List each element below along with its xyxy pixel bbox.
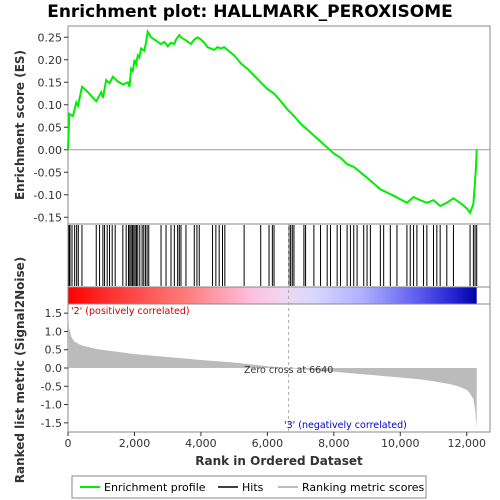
es-y-tick-label: 0.05 [38,121,63,134]
es-y-tick-label: 0.25 [38,31,63,44]
chart-title: Enrichment plot: HALLMARK_PEROXISOME [47,2,453,22]
metric-y-tick-label: 1.0 [45,325,63,338]
legend-frame [71,475,427,499]
es-y-tick-label: 0.20 [38,54,63,67]
es-panel: -0.15-0.10-0.050.000.050.100.150.200.25 … [13,25,491,225]
legend-label-ranking-metric: Ranking metric scores [302,481,424,494]
es-y-tick-label: -0.15 [34,211,62,224]
x-tick-label: 4,000 [185,437,217,450]
es-y-tick-label: -0.10 [34,189,62,202]
es-panel-frame [67,25,491,225]
legend-label-hits: Hits [242,481,264,494]
metric-y-tick-label: 0.0 [45,362,63,375]
x-tick-label: 8,000 [318,437,350,450]
rank-gradient [68,287,477,304]
rank-color-bar [67,286,491,305]
es-y-tick-label: -0.05 [34,166,62,179]
x-tick-label: 0 [65,437,72,450]
metric-y-tick-label: 0.5 [45,344,63,357]
positive-correlation-label: '2' (positively correlated) [71,306,190,317]
metric-panel: -1.5 -1.0 -0.5 0.0 0.5 1.0 1.5 Zero cross at 6… [13,224,491,484]
metric-y-axis-label: Ranked list metric (Signal2Noise) [13,257,27,484]
legend-label-enrichment-profile: Enrichment profile [104,481,206,494]
hits-panel [67,223,491,288]
es-y-tick-label: 0.00 [38,144,63,157]
x-tick-label: 2,000 [119,437,151,450]
metric-y-axis: -1.5 -1.0 -0.5 0.0 0.5 1.0 1.5 [41,307,68,430]
metric-y-tick-label: -1.5 [41,417,62,430]
x-axis-label: Rank in Ordered Dataset [195,454,363,468]
x-tick-label: 10,000 [381,437,420,450]
legend: Enrichment profile Hits Ranking metric s… [71,475,427,499]
x-tick-label: 12,000 [447,437,486,450]
metric-y-tick-label: -1.0 [41,399,62,412]
zero-cross-label: Zero cross at 6640 [244,365,333,376]
enrichment-profile-line [67,28,478,215]
x-axis: 0 2,000 4,000 6,000 8,000 10,000 12,000 [65,432,486,450]
ranking-metric-area [68,309,477,429]
es-y-tick-label: 0.10 [38,99,63,112]
es-y-axis: -0.15 -0.10 -0.05 0.00 0.05 0.10 0.15 0.20 0.25 [34,31,68,224]
hits-panel-frame [67,223,491,288]
negative-correlation-label: '3' (negatively correlated) [284,420,407,431]
x-tick-label: 6,000 [252,437,284,450]
metric-y-tick-label: -0.5 [41,380,62,393]
hit-markers [68,225,478,286]
metric-y-tick-label: 1.5 [45,307,63,320]
es-y-axis-label: Enrichment score (ES) [13,50,27,200]
es-y-tick-label: 0.15 [38,76,63,89]
